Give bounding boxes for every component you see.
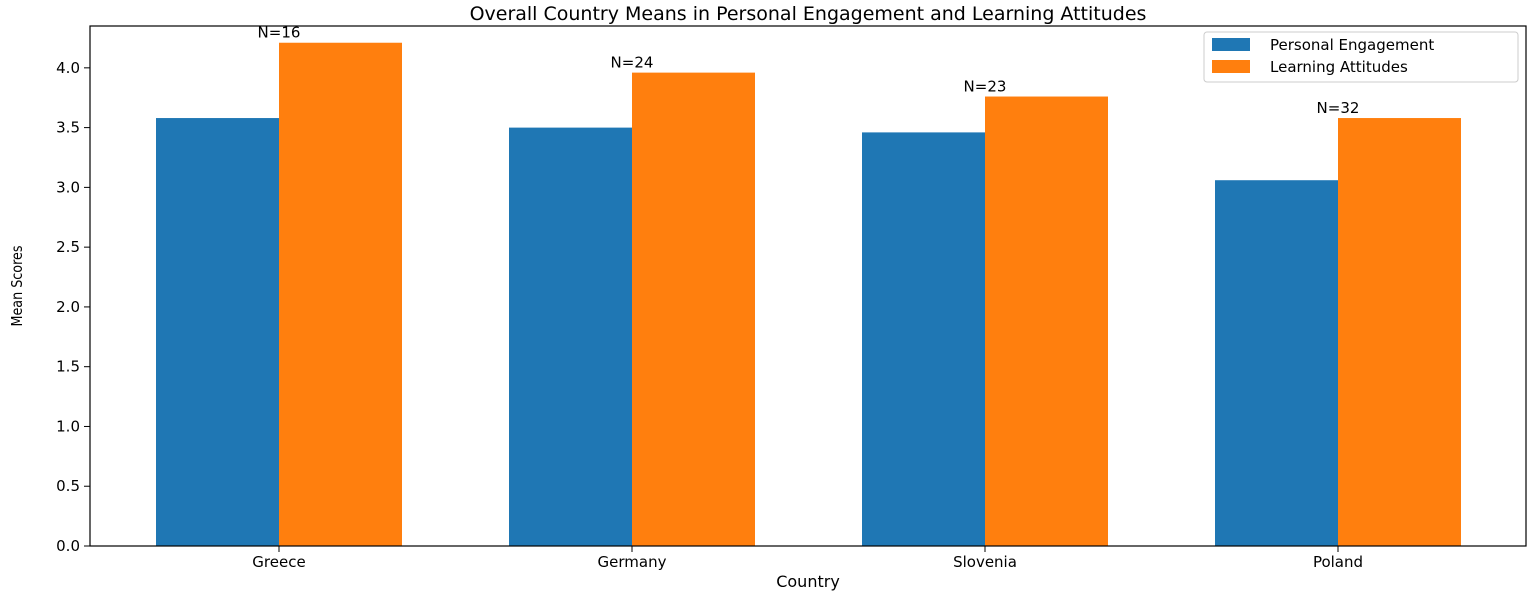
y-tick-label: 1.0 <box>56 417 80 435</box>
sample-size-label-greece: N=16 <box>258 24 301 42</box>
y-tick-label: 2.0 <box>56 298 80 316</box>
bar-personal-engagement-germany <box>509 127 632 546</box>
bar-personal-engagement-greece <box>156 118 279 547</box>
x-axis-label: Country <box>776 572 840 591</box>
legend-swatch-personal-engagement <box>1212 38 1250 51</box>
bar-learning-attitudes-greece <box>279 42 402 547</box>
legend-box <box>1203 31 1519 83</box>
sample-size-label-slovenia: N=23 <box>964 78 1007 96</box>
annotations-group: N=16 N=24 N=23 N=32 <box>258 24 1360 117</box>
x-tick-label-slovenia: Slovenia <box>953 553 1017 571</box>
legend-label-learning-attitudes: Learning Attitudes <box>1270 58 1408 76</box>
y-tick-label: 0.0 <box>56 537 80 555</box>
x-tick-label-poland: Poland <box>1313 553 1363 571</box>
legend: Personal Engagement Learning Attitudes <box>1203 31 1519 83</box>
legend-label-personal-engagement: Personal Engagement <box>1270 36 1434 54</box>
sample-size-label-germany: N=24 <box>611 54 654 72</box>
bar-learning-attitudes-slovenia <box>985 96 1108 546</box>
y-tick-label: 1.5 <box>56 358 80 376</box>
y-tick-label: 4.0 <box>56 59 80 77</box>
y-tick-label: 0.5 <box>56 477 80 495</box>
x-tick-label-germany: Germany <box>598 553 667 571</box>
bar-personal-engagement-poland <box>1215 180 1338 546</box>
bar-personal-engagement-slovenia <box>862 132 985 546</box>
y-tick-label: 3.0 <box>56 178 80 196</box>
bars-group <box>156 42 1461 547</box>
bar-learning-attitudes-poland <box>1338 118 1461 547</box>
y-axis: 0.0 0.5 1.0 1.5 2.0 2.5 3.0 3.5 4.0 <box>56 59 90 555</box>
y-tick-label: 3.5 <box>56 119 80 137</box>
y-tick-label: 2.5 <box>56 238 80 256</box>
legend-swatch-learning-attitudes <box>1212 60 1250 73</box>
x-axis: Greece Germany Slovenia Poland <box>252 546 1363 571</box>
bar-learning-attitudes-germany <box>632 72 755 546</box>
sample-size-label-poland: N=32 <box>1317 99 1360 117</box>
x-tick-label-greece: Greece <box>252 553 305 571</box>
plot-frame <box>89 25 1527 547</box>
y-axis-label: Mean Scores <box>9 245 26 326</box>
chart-title: Overall Country Means in Personal Engage… <box>470 3 1147 25</box>
